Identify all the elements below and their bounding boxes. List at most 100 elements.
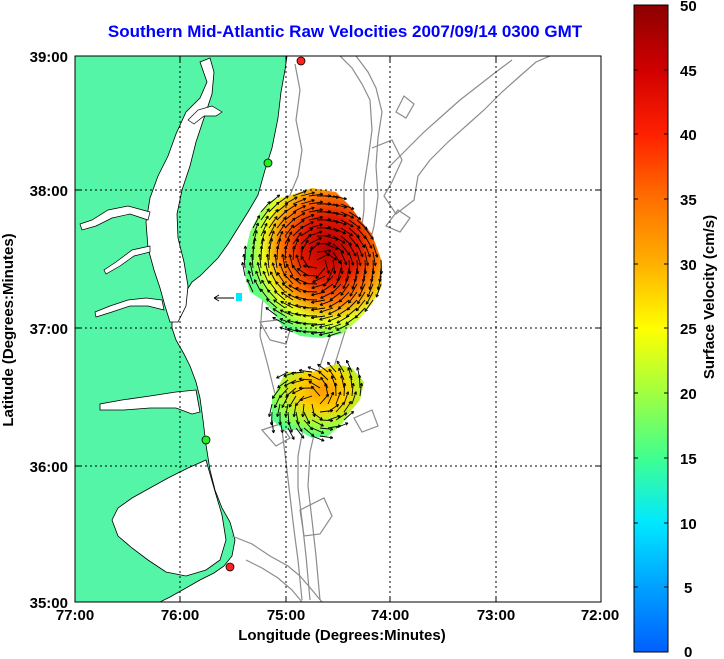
velocity-vector	[296, 268, 310, 277]
velocity-vector	[276, 371, 289, 379]
velocity-vector	[332, 211, 347, 217]
velocity-vector-head	[287, 319, 291, 323]
velocity-vector	[355, 299, 366, 312]
velocity-vector	[254, 279, 262, 293]
velocity-vector	[302, 274, 318, 277]
velocity-vector	[276, 403, 281, 417]
velocity-vector-head	[360, 286, 364, 290]
velocity-vector	[279, 419, 284, 433]
velocity-vector-head	[336, 360, 340, 365]
velocity-vector	[308, 223, 323, 229]
velocity-vector	[282, 254, 286, 269]
velocity-vector-head	[337, 312, 341, 317]
velocity-vector-head	[343, 222, 347, 226]
velocity-vector	[271, 419, 275, 433]
velocity-vector-head	[269, 238, 274, 242]
velocity-vector-head	[279, 309, 284, 313]
velocity-vector-head	[347, 367, 351, 371]
velocity-vector-head	[286, 238, 291, 242]
velocity-vector-head	[342, 285, 346, 290]
velocity-vector	[342, 275, 350, 289]
velocity-vector-head	[319, 309, 323, 314]
velocity-vector	[311, 435, 325, 442]
velocity-vector-head	[345, 359, 350, 364]
velocity-vector	[268, 216, 278, 229]
grid-lines	[75, 56, 601, 602]
velocity-vector	[287, 328, 302, 333]
velocity-vector	[332, 251, 342, 264]
velocity-vector	[260, 201, 271, 213]
velocity-vector-head	[295, 254, 299, 258]
velocity-vector-head	[256, 215, 260, 219]
velocity-vector	[338, 291, 350, 303]
velocity-vector-head	[328, 368, 332, 373]
velocity-vector-head	[273, 299, 277, 303]
velocity-vector	[260, 215, 269, 229]
velocity-vector-head	[298, 232, 302, 236]
x-tick-label: 76:00	[161, 607, 199, 624]
velocity-vector	[265, 307, 278, 317]
velocity-vector-head	[311, 292, 315, 297]
velocity-vector-head	[259, 288, 264, 292]
station-red-south[interactable]	[225, 562, 235, 572]
velocity-vector	[300, 227, 313, 237]
velocity-vector	[311, 291, 326, 296]
velocity-vector-head	[305, 239, 309, 243]
velocity-vector-head	[315, 275, 319, 280]
velocity-vector	[324, 383, 329, 397]
velocity-vector-head	[367, 254, 371, 258]
velocity-vector-head	[328, 311, 332, 315]
velocity-vector	[275, 281, 286, 293]
velocity-vector	[255, 270, 262, 285]
velocity-vector	[280, 300, 294, 309]
velocity-vector-head	[311, 206, 315, 210]
velocity-vector-head	[346, 307, 351, 311]
velocity-vector	[241, 262, 246, 277]
y-tick-label: 37:00	[30, 321, 68, 338]
velocity-vector	[311, 419, 324, 427]
colorbar	[633, 4, 669, 653]
station-green-2[interactable]	[201, 435, 211, 445]
velocity-vector	[321, 283, 334, 293]
velocity-vector-head	[287, 327, 291, 332]
velocity-vector-head	[335, 404, 339, 408]
velocity-vector-head	[271, 395, 276, 399]
velocity-vector-head	[356, 367, 360, 371]
x-axis-label: Longitude (Degrees:Minutes)	[238, 627, 446, 644]
velocity-vector	[311, 307, 326, 311]
velocity-vector-head	[269, 271, 274, 275]
velocity-vector	[372, 259, 374, 275]
velocity-vector	[348, 291, 358, 304]
station-red-north[interactable]	[296, 56, 306, 66]
velocity-vector	[287, 419, 293, 433]
velocity-vector	[324, 203, 339, 207]
velocity-vector-head	[278, 262, 283, 267]
velocity-vector	[288, 293, 302, 301]
velocity-vector	[319, 419, 334, 422]
velocity-vector	[332, 219, 347, 226]
velocity-vector-head	[326, 361, 331, 366]
velocity-vector-head	[268, 413, 272, 417]
velocity-vector-head	[329, 297, 333, 301]
station-green-1[interactable]	[263, 158, 273, 168]
velocity-vector-head	[247, 270, 252, 274]
velocity-vector-head	[318, 370, 322, 375]
velocity-vector	[340, 259, 343, 274]
velocity-vectors	[241, 190, 384, 442]
velocity-vector	[276, 231, 284, 245]
velocity-vector	[311, 331, 326, 334]
colorbar-tick-label: 10	[680, 516, 697, 533]
velocity-vector	[266, 254, 270, 269]
velocity-vector	[285, 263, 294, 277]
velocity-vector-head	[294, 320, 299, 325]
velocity-vector	[332, 195, 347, 200]
velocity-vector-head	[294, 402, 299, 407]
velocity-vector	[272, 317, 286, 325]
velocity-vector	[268, 194, 280, 205]
isolated-vector-head	[213, 294, 220, 302]
velocity-vector-head	[287, 302, 291, 306]
velocity-vector-head	[342, 231, 347, 235]
velocity-vector-head	[271, 262, 275, 266]
velocity-vector	[364, 235, 373, 249]
velocity-vector-head	[353, 391, 357, 395]
